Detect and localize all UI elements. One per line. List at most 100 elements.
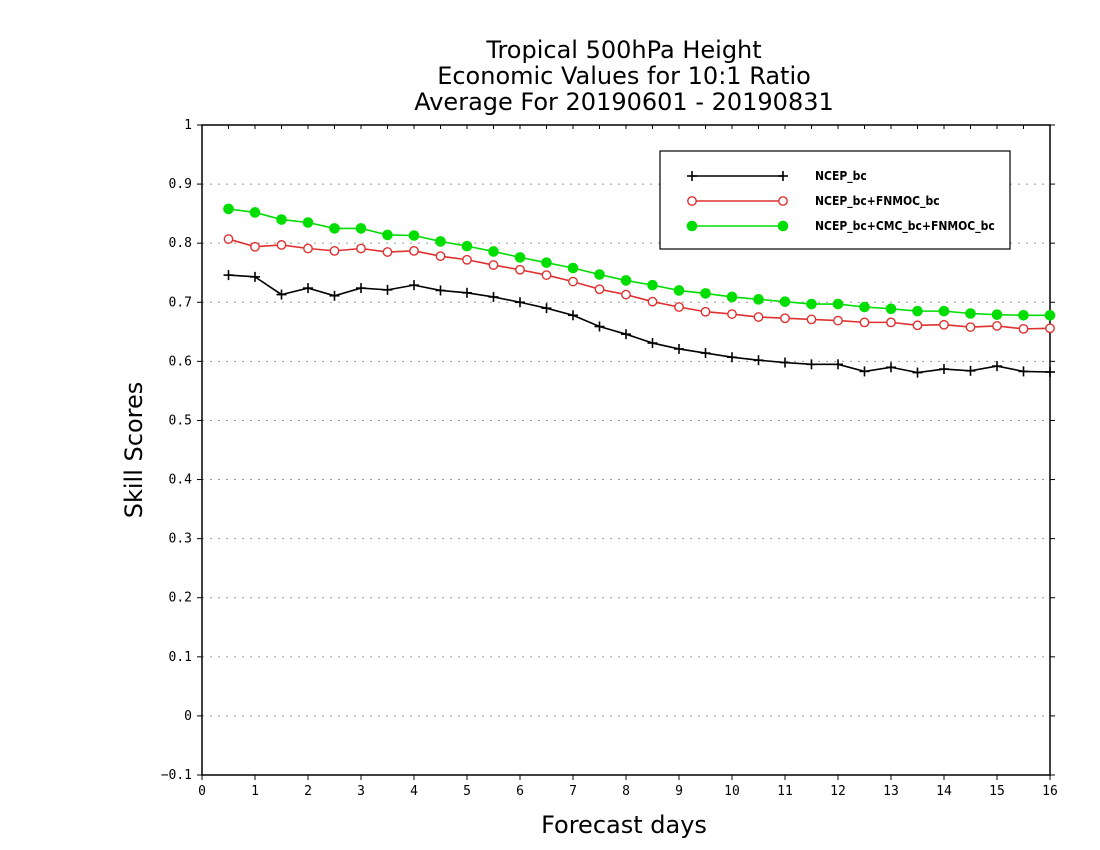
data-point — [753, 312, 764, 322]
data-point — [647, 338, 658, 349]
data-point — [753, 355, 764, 366]
data-point — [938, 305, 950, 317]
y-tick-label: 0.5 — [169, 413, 192, 428]
y-tick-label: 0.2 — [169, 591, 192, 606]
data-point — [753, 294, 764, 305]
data-point — [912, 367, 923, 378]
data-point — [594, 269, 605, 280]
data-point — [541, 270, 552, 280]
data-point — [276, 214, 287, 225]
data-point — [594, 321, 605, 332]
data-point — [541, 257, 552, 268]
data-point — [886, 362, 896, 373]
chart-title-line-2: Economic Values for 10:1 Ratio — [437, 62, 811, 90]
data-point — [541, 303, 552, 314]
data-point — [462, 254, 472, 265]
data-point — [1045, 367, 1055, 377]
data-point — [674, 343, 684, 354]
data-point — [594, 284, 605, 295]
data-point — [435, 285, 446, 296]
legend-marker — [778, 171, 788, 181]
data-point — [700, 306, 711, 317]
x-tick-label: 8 — [622, 784, 630, 799]
data-point — [303, 283, 313, 294]
x-tick-label: 4 — [410, 784, 418, 799]
data-point — [515, 297, 525, 308]
y-tick-label: 0.7 — [169, 295, 192, 310]
data-point — [408, 230, 420, 241]
data-point — [832, 298, 844, 310]
data-point — [992, 321, 1002, 331]
data-point — [515, 264, 525, 275]
y-axis-title: Skill Scores — [120, 382, 148, 519]
data-point — [1045, 323, 1055, 334]
x-tick-label: 5 — [463, 784, 471, 799]
data-point — [409, 280, 419, 291]
data-point — [409, 245, 419, 256]
y-tick-label: 0.9 — [169, 177, 192, 192]
legend-entry-3: NCEP_bc+CMC_bc+FNMOC_bc — [686, 219, 995, 234]
data-point — [620, 275, 632, 286]
data-point — [992, 361, 1002, 372]
x-tick-label: 2 — [304, 784, 312, 799]
x-tick-label: 14 — [936, 784, 952, 799]
data-point — [568, 276, 578, 287]
data-point — [779, 296, 791, 307]
data-point — [250, 241, 260, 252]
series-3 — [223, 203, 1056, 321]
data-point — [833, 359, 843, 370]
data-point — [726, 291, 738, 303]
series-line — [228, 238, 1051, 330]
x-tick-label: 0 — [198, 784, 206, 799]
data-point — [647, 296, 658, 307]
x-tick-label: 10 — [724, 784, 740, 799]
x-tick-label: 3 — [357, 784, 365, 799]
data-point — [382, 284, 393, 295]
y-tick-label: 1 — [184, 118, 192, 133]
data-point — [568, 310, 578, 321]
series-2 — [223, 234, 1055, 334]
chart-title-line-1: Tropical 500hPa Height — [485, 36, 761, 64]
data-point — [488, 246, 499, 257]
ticks: −0.100.10.20.30.40.50.60.70.80.910 1 2 3 4 5 6… — [161, 118, 1058, 799]
data-point — [356, 243, 366, 254]
data-point — [833, 315, 843, 326]
data-point — [435, 236, 446, 247]
data-point — [567, 262, 579, 274]
series — [223, 203, 1056, 378]
data-point — [673, 285, 685, 296]
data-point — [621, 329, 631, 340]
data-point — [647, 279, 658, 291]
data-point — [355, 223, 367, 234]
x-tick-label: 7 — [569, 784, 577, 799]
legend-label: NCEP_bc — [815, 169, 867, 184]
data-point — [780, 313, 790, 324]
data-point — [356, 283, 366, 294]
chart-title-line-3: Average For 20190601 - 20190831 — [414, 88, 834, 116]
data-point — [991, 309, 1003, 320]
series-line — [228, 274, 1051, 374]
legend-entry-1: NCEP_bc — [687, 169, 867, 184]
x-tick-label: 1 — [251, 784, 259, 799]
data-point — [939, 364, 949, 375]
series-1 — [223, 270, 1055, 378]
data-point — [223, 234, 234, 244]
data-point — [700, 288, 711, 299]
legend-label: NCEP_bc+FNMOC_bc — [815, 194, 940, 209]
data-point — [382, 229, 393, 241]
legend-box — [659, 150, 1011, 250]
legend-marker — [687, 196, 697, 206]
data-point — [780, 357, 790, 368]
data-point — [621, 289, 631, 300]
data-point — [1044, 309, 1056, 321]
y-tick-label: −0.1 — [161, 768, 192, 783]
data-point — [329, 223, 340, 234]
data-point — [885, 303, 897, 315]
data-point — [859, 366, 870, 377]
data-point — [859, 317, 870, 328]
data-point — [462, 287, 472, 298]
legend-label: NCEP_bc+CMC_bc+FNMOC_bc — [815, 219, 995, 234]
data-point — [806, 359, 817, 370]
data-point — [329, 245, 340, 256]
data-point — [700, 348, 711, 359]
